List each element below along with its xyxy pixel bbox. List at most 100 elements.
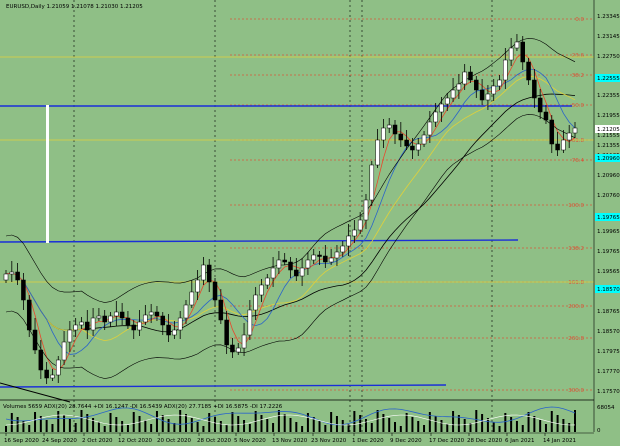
candle-body[interactable] bbox=[334, 251, 340, 259]
candle-body[interactable] bbox=[201, 264, 206, 281]
candle-body[interactable] bbox=[485, 93, 491, 101]
candle-body[interactable] bbox=[526, 61, 531, 81]
candle-body[interactable] bbox=[375, 139, 380, 166]
candle-body[interactable] bbox=[445, 97, 450, 105]
candle-body[interactable] bbox=[386, 124, 392, 129]
candle-body[interactable] bbox=[410, 145, 415, 151]
candle-body[interactable] bbox=[497, 79, 502, 87]
candle-body[interactable] bbox=[549, 119, 555, 145]
candle-body[interactable] bbox=[323, 255, 328, 263]
candle-body[interactable] bbox=[363, 199, 369, 221]
candle-body[interactable] bbox=[125, 317, 131, 326]
candle-body[interactable] bbox=[218, 299, 224, 321]
candle-body[interactable] bbox=[265, 277, 270, 286]
candle-body[interactable] bbox=[108, 315, 113, 323]
candle-body[interactable] bbox=[317, 254, 322, 257]
candle-body[interactable] bbox=[537, 97, 543, 113]
candle-body[interactable] bbox=[166, 324, 171, 336]
candle-body[interactable] bbox=[305, 259, 311, 269]
candle-body[interactable] bbox=[474, 79, 479, 91]
candle-body[interactable] bbox=[352, 229, 357, 237]
candle-body[interactable] bbox=[427, 121, 433, 136]
candle-body[interactable] bbox=[328, 257, 334, 263]
candle-body[interactable] bbox=[561, 139, 566, 151]
candle-body[interactable] bbox=[253, 294, 258, 311]
trend-line[interactable] bbox=[0, 382, 71, 403]
candle-body[interactable] bbox=[160, 315, 166, 326]
candle-body[interactable] bbox=[270, 267, 276, 279]
candle-body[interactable] bbox=[532, 79, 537, 99]
candle-body[interactable] bbox=[508, 47, 514, 61]
candle-body[interactable] bbox=[102, 315, 107, 323]
candle-body[interactable] bbox=[235, 347, 241, 353]
support-line-mid[interactable] bbox=[0, 239, 519, 243]
candle-body[interactable] bbox=[44, 369, 49, 379]
candle-body[interactable] bbox=[96, 315, 102, 319]
candle-body[interactable] bbox=[294, 269, 299, 277]
candle-body[interactable] bbox=[172, 329, 177, 336]
candle-body[interactable] bbox=[311, 254, 316, 261]
candle-body[interactable] bbox=[503, 59, 508, 81]
candle-body[interactable] bbox=[514, 41, 520, 49]
candle-body[interactable] bbox=[26, 299, 32, 331]
candle-body[interactable] bbox=[195, 279, 200, 293]
candle-body[interactable] bbox=[90, 317, 96, 331]
candle-body[interactable] bbox=[439, 103, 444, 113]
candle-body[interactable] bbox=[421, 134, 427, 145]
candle-body[interactable] bbox=[566, 132, 572, 141]
candle-body[interactable] bbox=[520, 41, 525, 63]
candle-body[interactable] bbox=[340, 245, 346, 253]
candle-body[interactable] bbox=[85, 321, 90, 331]
candle-body[interactable] bbox=[543, 111, 549, 121]
candle-body[interactable] bbox=[119, 311, 125, 319]
candle-body[interactable] bbox=[415, 143, 421, 151]
candle-body[interactable] bbox=[73, 324, 78, 331]
candle-body[interactable] bbox=[282, 259, 287, 263]
candle-body[interactable] bbox=[224, 319, 229, 346]
candle-body[interactable] bbox=[183, 304, 189, 319]
candle-body[interactable] bbox=[357, 219, 363, 231]
candle-body[interactable] bbox=[276, 259, 282, 269]
candle-body[interactable] bbox=[230, 344, 235, 353]
candle-body[interactable] bbox=[212, 281, 218, 301]
candle-body[interactable] bbox=[21, 279, 26, 301]
candle-body[interactable] bbox=[346, 235, 351, 247]
candle-body[interactable] bbox=[79, 321, 84, 326]
candle-body[interactable] bbox=[177, 317, 183, 331]
candle-body[interactable] bbox=[15, 271, 20, 281]
candle-body[interactable] bbox=[381, 127, 386, 141]
candle-body[interactable] bbox=[288, 261, 293, 271]
candle-body[interactable] bbox=[456, 83, 462, 91]
candle-body[interactable] bbox=[555, 143, 560, 151]
candle-body[interactable] bbox=[189, 291, 195, 306]
candle-body[interactable] bbox=[50, 374, 55, 379]
candle-body[interactable] bbox=[154, 311, 160, 317]
support-line-lower[interactable] bbox=[0, 384, 447, 388]
candle-body[interactable] bbox=[148, 311, 154, 316]
candle-body[interactable] bbox=[572, 127, 578, 134]
candle-body[interactable] bbox=[450, 89, 456, 99]
candle-body[interactable] bbox=[131, 324, 136, 331]
candle-body[interactable] bbox=[206, 264, 212, 283]
candle-body[interactable] bbox=[433, 111, 438, 123]
candle-body[interactable] bbox=[9, 271, 15, 275]
candle-body[interactable] bbox=[143, 314, 148, 323]
candle-body[interactable] bbox=[61, 341, 67, 361]
candle-body[interactable] bbox=[137, 321, 142, 331]
candle-body[interactable] bbox=[392, 124, 398, 135]
candle-body[interactable] bbox=[67, 329, 73, 343]
candle-body[interactable] bbox=[38, 349, 44, 371]
vertical-marker[interactable] bbox=[46, 105, 49, 243]
candle-body[interactable] bbox=[247, 309, 253, 336]
candle-body[interactable] bbox=[468, 71, 473, 81]
candle-body[interactable] bbox=[56, 359, 61, 376]
candle-body[interactable] bbox=[491, 85, 496, 95]
candle-body[interactable] bbox=[479, 89, 485, 101]
candle-body[interactable] bbox=[462, 71, 467, 85]
candle-body[interactable] bbox=[398, 133, 404, 141]
candle-body[interactable] bbox=[32, 329, 38, 351]
candle-body[interactable] bbox=[299, 267, 305, 277]
candle-body[interactable] bbox=[241, 334, 247, 349]
candle-body[interactable] bbox=[259, 284, 264, 296]
